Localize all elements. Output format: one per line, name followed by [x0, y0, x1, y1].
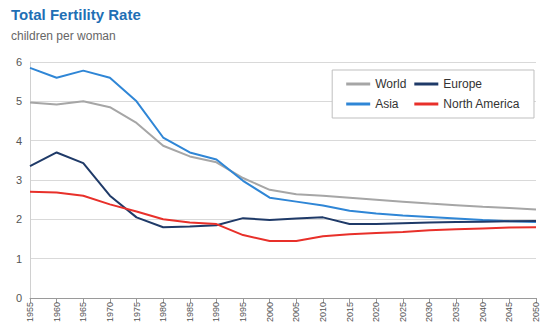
svg-text:World: World — [375, 77, 406, 91]
svg-text:2030: 2030 — [424, 302, 434, 322]
svg-text:1: 1 — [16, 253, 22, 265]
svg-text:children per woman: children per woman — [11, 29, 116, 43]
svg-text:2025: 2025 — [398, 302, 408, 322]
svg-text:2005: 2005 — [291, 302, 301, 322]
svg-text:2040: 2040 — [478, 302, 488, 322]
svg-text:2045: 2045 — [504, 302, 514, 322]
svg-text:2015: 2015 — [345, 302, 355, 322]
svg-text:1955: 1955 — [25, 302, 35, 322]
svg-text:Europe: Europe — [443, 77, 482, 91]
svg-text:1960: 1960 — [52, 302, 62, 322]
svg-text:0: 0 — [16, 292, 22, 304]
svg-text:1995: 1995 — [238, 302, 248, 322]
svg-text:North America: North America — [443, 97, 519, 111]
svg-text:2010: 2010 — [318, 302, 328, 322]
svg-text:6: 6 — [16, 56, 22, 68]
svg-text:1970: 1970 — [105, 302, 115, 322]
svg-text:2020: 2020 — [371, 302, 381, 322]
svg-text:2: 2 — [16, 213, 22, 225]
svg-text:1975: 1975 — [132, 302, 142, 322]
svg-text:Asia: Asia — [375, 97, 399, 111]
svg-text:Total Fertility Rate: Total Fertility Rate — [11, 6, 141, 23]
svg-text:2050: 2050 — [531, 302, 541, 322]
svg-text:5: 5 — [16, 95, 22, 107]
svg-text:1985: 1985 — [185, 302, 195, 322]
svg-text:1980: 1980 — [158, 302, 168, 322]
svg-text:3: 3 — [16, 174, 22, 186]
svg-text:1965: 1965 — [78, 302, 88, 322]
svg-text:1990: 1990 — [211, 302, 221, 322]
svg-text:2035: 2035 — [451, 302, 461, 322]
svg-text:2000: 2000 — [265, 302, 275, 322]
svg-text:4: 4 — [16, 135, 22, 147]
